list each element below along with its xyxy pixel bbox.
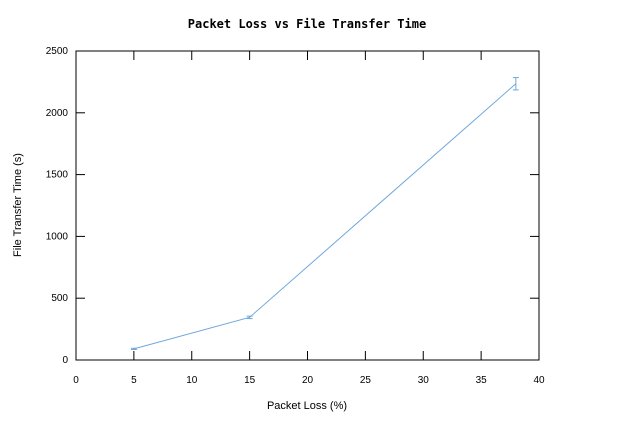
y-tick-label: 1000 <box>46 231 69 242</box>
x-tick-label: 35 <box>476 375 488 386</box>
error-bar <box>130 347 137 350</box>
x-tick-label: 10 <box>186 375 198 386</box>
x-tick-label: 30 <box>418 375 430 386</box>
x-axis-label: Packet Loss (%) <box>267 400 347 412</box>
y-tick-label: 2000 <box>46 108 69 119</box>
error-bar <box>512 77 519 91</box>
axis-ticks: 0 5 10 15 20 25 30 35 40 0 500 1000 1500 2000 2500 <box>46 46 545 386</box>
x-tick-label: 5 <box>131 375 137 386</box>
series-line <box>133 83 517 350</box>
x-tick-label: 15 <box>244 375 256 386</box>
x-tick-label: 25 <box>360 375 372 386</box>
chart-title: Packet Loss vs File Transfer Time <box>188 17 426 31</box>
y-axis-label: File Transfer Time (s) <box>12 153 24 257</box>
plot-frame <box>75 50 540 361</box>
x-tick-label: 40 <box>533 375 545 386</box>
x-tick-label: 20 <box>302 375 314 386</box>
x-tick-label: 0 <box>73 375 79 386</box>
error-bar <box>246 315 253 320</box>
y-tick-label: 2500 <box>46 46 69 57</box>
y-tick-label: 500 <box>51 293 68 304</box>
y-tick-label: 0 <box>62 355 68 366</box>
series-layer <box>130 77 519 350</box>
y-tick-label: 1500 <box>46 170 69 181</box>
